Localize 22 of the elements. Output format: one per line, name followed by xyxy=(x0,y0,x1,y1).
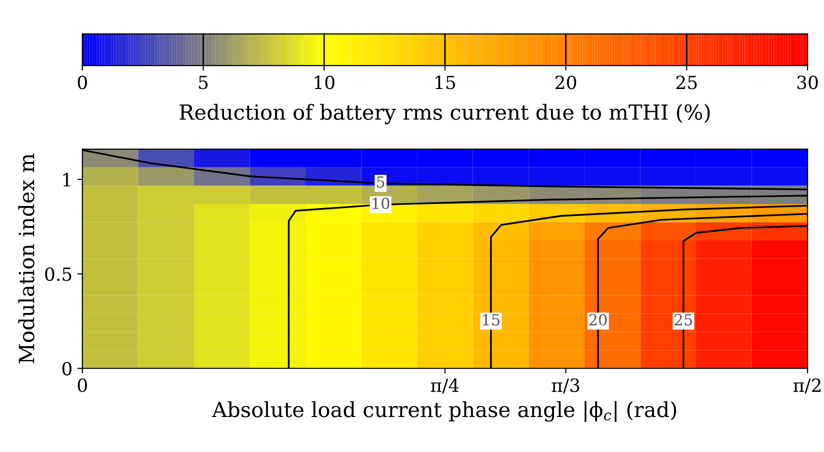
color-bar-label: 20 xyxy=(556,76,576,90)
annotation: 5 xyxy=(377,176,384,188)
y-tick-label: 1 xyxy=(63,172,70,186)
annotation: 15 xyxy=(483,314,500,326)
color-bar-label: 5 xyxy=(199,76,208,90)
annotation: 20 xyxy=(589,314,607,326)
y-tick-label: 0.5 xyxy=(45,267,72,282)
x-tick-label: π/3 xyxy=(552,378,580,394)
color-bar-label: 0 xyxy=(78,76,87,90)
x-tick-label: π/4 xyxy=(430,378,459,394)
y-tick-label: 0 xyxy=(62,362,72,376)
color-bar-label: 10 xyxy=(314,76,334,90)
y-axis-title: Modulation index m xyxy=(18,154,34,364)
color-bar-title: Reduction of battery rms current due to mTHI (%) xyxy=(180,104,710,124)
x-tick-label: 0 xyxy=(78,378,87,392)
color-bar-label: 15 xyxy=(436,76,456,90)
annotation: 25 xyxy=(674,314,692,326)
color-bar-label: 30 xyxy=(797,76,818,90)
annotation: 10 xyxy=(372,198,390,210)
color-bar-label: 25 xyxy=(676,76,697,90)
x-axis-title: Absolute load current phase angle |ϕ$_{c}$| (rad) xyxy=(212,401,676,422)
x-tick-label: π/2 xyxy=(793,378,820,394)
